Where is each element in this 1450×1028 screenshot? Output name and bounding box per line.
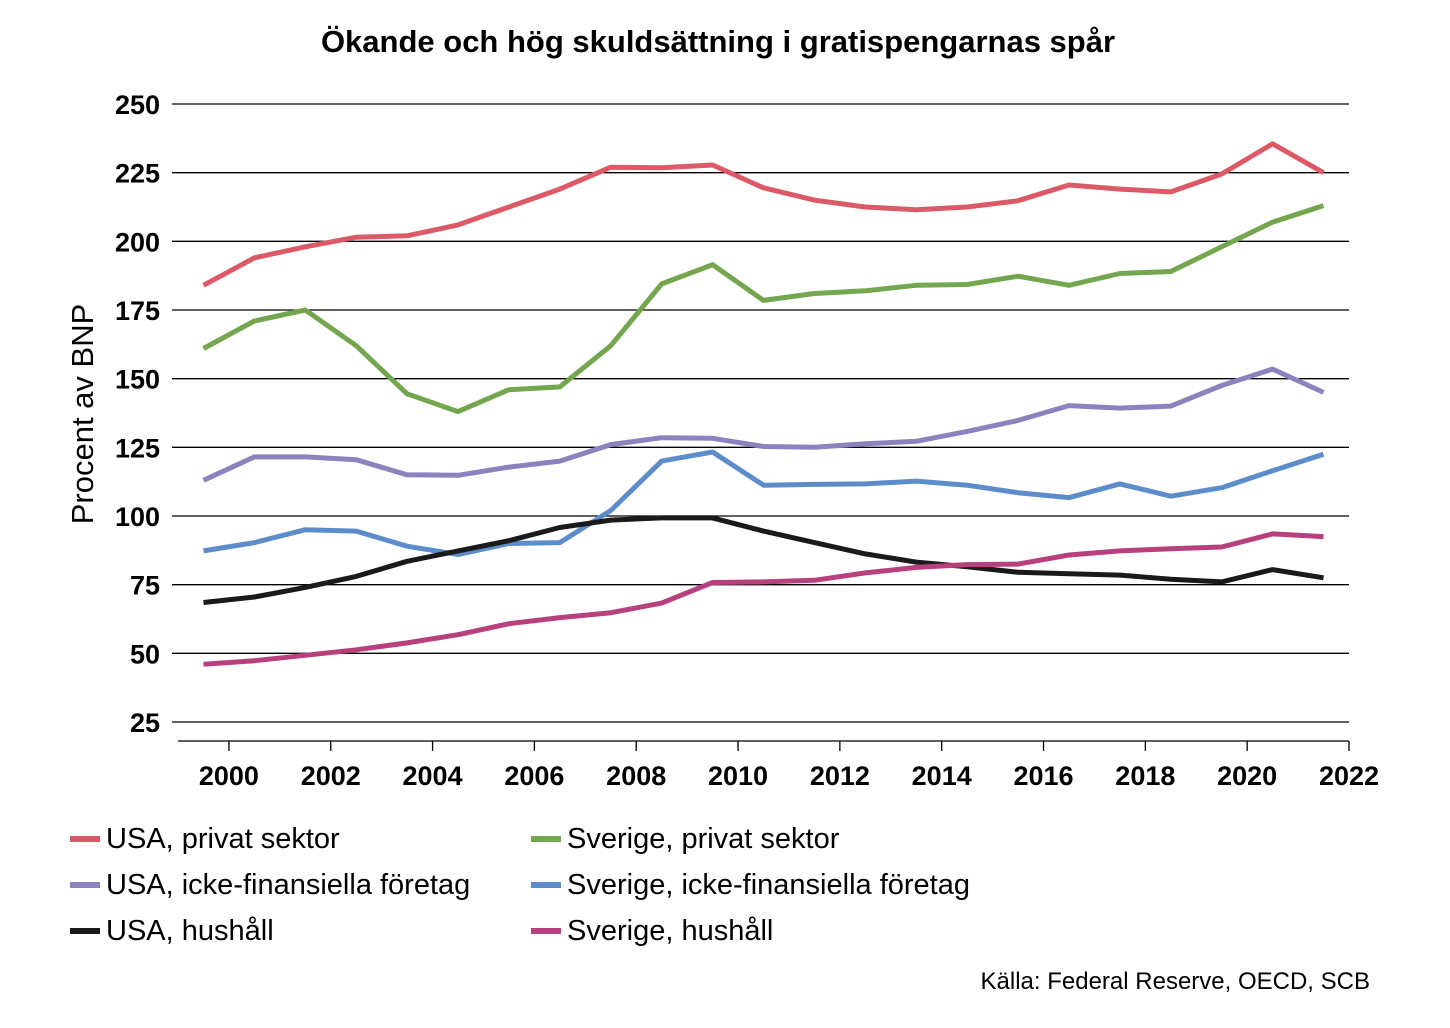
x-tick-label: 2008	[606, 761, 666, 791]
series-line-usa-privat-sektor	[202, 141, 1325, 288]
legend-label: Sverige, hushåll	[567, 914, 774, 947]
chart-title: Ökande och hög skuldsättning i gratispen…	[320, 24, 1116, 59]
source-note: Källa: Federal Reserve, OECD, SCB	[980, 968, 1370, 995]
y-tick-label: 100	[115, 502, 160, 532]
y-tick-label: 250	[115, 90, 160, 120]
x-tick-label: 2012	[810, 761, 870, 791]
x-axis: 2000 2002 2004 2006 2008 2010 2012 2014 2016 2018…	[178, 740, 1379, 791]
legend-label: USA, icke-finansiella företag	[106, 868, 471, 901]
legend-item: Sverige, hushåll	[531, 908, 773, 954]
x-tick-label: 2022	[1319, 761, 1379, 791]
series-line-usa-hushåll	[203, 515, 1324, 605]
legend-swatch	[70, 882, 100, 888]
legend-item: Sverige, icke-finansiella företag	[531, 862, 970, 908]
legend-item: Sverige, privat sektor	[531, 816, 839, 862]
y-axis-label: Procent av BNP	[65, 304, 100, 525]
legend-swatch	[531, 928, 561, 934]
legend-swatch	[531, 882, 561, 888]
x-tick-label: 2002	[301, 761, 361, 791]
y-tick-label: 150	[115, 365, 160, 395]
x-tick-label: 2018	[1115, 761, 1175, 791]
y-tick-label: 25	[130, 708, 160, 738]
x-tick-label: 2004	[403, 761, 463, 791]
legend-label: USA, privat sektor	[106, 822, 340, 855]
series-line-sverige-icke-finansiella-företag	[203, 449, 1325, 557]
legend-swatch	[70, 836, 100, 842]
legend-item: USA, privat sektor	[70, 816, 340, 862]
x-tick-label: 2016	[1013, 761, 1073, 791]
legend-swatch	[70, 928, 100, 934]
x-tick-label: 2010	[708, 761, 768, 791]
y-tick-label: 125	[115, 433, 160, 463]
y-tick-label: 225	[115, 159, 160, 189]
legend-label: Sverige, privat sektor	[567, 822, 840, 855]
y-axis-ticks: 25 50 75 100 125 150 175 200 225 250	[115, 90, 160, 738]
legend-label: USA, hushåll	[106, 914, 274, 947]
y-tick-label: 75	[130, 571, 160, 601]
y-tick-label: 175	[115, 296, 160, 326]
legend-item: USA, icke-finansiella företag	[70, 862, 470, 908]
legend-swatch	[531, 836, 561, 842]
series-line-sverige-privat-sektor	[202, 203, 1325, 415]
series-line-usa-icke-finansiella-företag	[202, 366, 1325, 483]
gridlines	[172, 103, 1349, 723]
legend-label: Sverige, icke-finansiella företag	[567, 868, 970, 901]
x-tick-label: 2020	[1217, 761, 1277, 791]
x-tick-label: 2006	[504, 761, 564, 791]
series-line-sverige-hushåll	[203, 531, 1324, 667]
x-tick-label: 2000	[199, 761, 259, 791]
y-tick-label: 200	[115, 227, 160, 257]
legend-item: USA, hushåll	[70, 908, 274, 954]
x-tick-label: 2014	[912, 761, 972, 791]
series-lines	[202, 141, 1325, 667]
y-tick-label: 50	[130, 639, 160, 669]
